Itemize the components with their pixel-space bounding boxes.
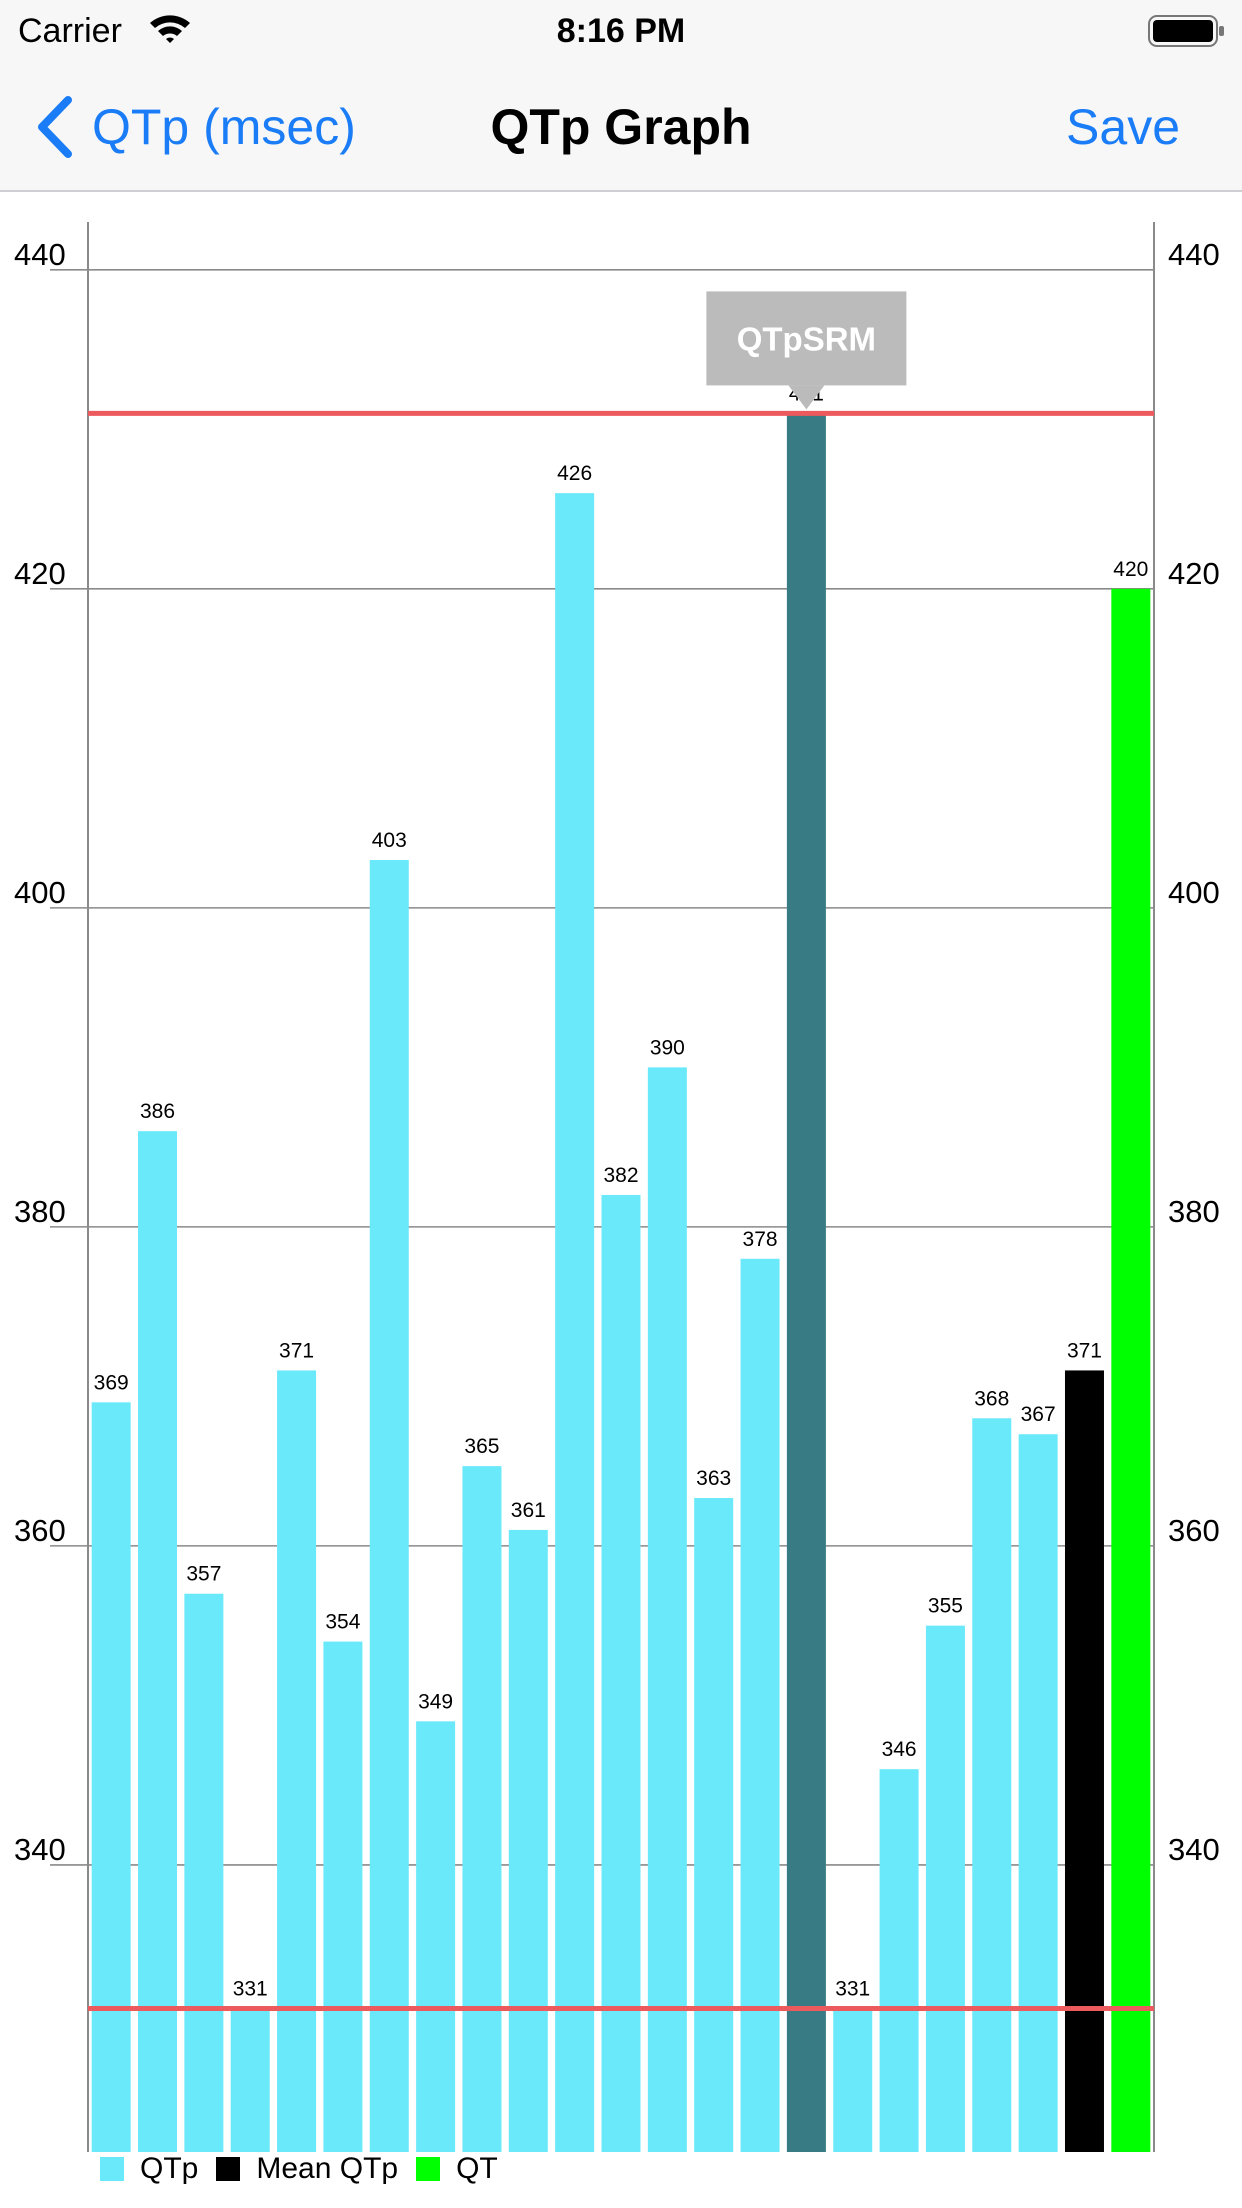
data-label: 365 <box>464 1435 499 1458</box>
legend-item-qt: QT <box>416 2152 498 2186</box>
qtp-bar <box>369 860 409 2152</box>
wifi-icon <box>148 12 192 49</box>
tooltip-pointer <box>788 385 825 410</box>
data-label: 331 <box>835 1977 870 2000</box>
y-tick-label-right: 400 <box>1168 875 1220 910</box>
back-button-label: QTp (msec) <box>92 99 356 155</box>
data-label: 368 <box>974 1387 1009 1410</box>
legend-swatch-qt <box>416 2157 441 2181</box>
data-label: 346 <box>882 1738 917 1761</box>
data-label: 355 <box>928 1595 963 1618</box>
data-label: 371 <box>1067 1339 1102 1362</box>
legend-label-qt: QT <box>456 2152 498 2185</box>
data-label: 426 <box>557 462 592 485</box>
y-tick-label-right: 360 <box>1168 1513 1220 1548</box>
status-bar: Carrier 8:16 PM <box>0 0 1242 60</box>
qtp-bar <box>230 2008 270 2152</box>
data-label: 371 <box>279 1339 314 1362</box>
data-label: 420 <box>1113 558 1148 581</box>
qtp-bar <box>1018 1434 1058 2152</box>
y-tick-label-left: 440 <box>14 237 66 272</box>
data-label: 361 <box>511 1499 546 1522</box>
save-button[interactable]: Save <box>1066 99 1180 155</box>
bar-chart[interactable]: 340 340 360 360 380 380 400 400 420 420 440 440 369 3… <box>0 192 1242 2152</box>
tooltip-label: QTpSRM <box>737 320 876 357</box>
legend-label-qtp: QTp <box>140 2152 199 2185</box>
qtp-bar <box>879 1769 919 2152</box>
data-label: 378 <box>743 1228 778 1251</box>
legend-swatch-mean-qtp <box>216 2157 241 2181</box>
data-label: 382 <box>603 1164 638 1187</box>
data-label: 403 <box>372 829 407 852</box>
qtp-bar <box>184 1593 224 2152</box>
legend-label-mean-qtp: Mean QTp <box>256 2152 399 2185</box>
data-label: 357 <box>186 1563 221 1586</box>
qtp-bar <box>647 1067 687 2152</box>
page-title: QTp Graph <box>490 99 752 155</box>
data-label: 369 <box>94 1371 129 1394</box>
clock-label: 8:16 PM <box>556 12 686 50</box>
legend-swatch-qtp <box>100 2157 124 2181</box>
qtp-bar <box>601 1194 641 2152</box>
carrier-label: Carrier <box>18 12 122 50</box>
legend-item-mean-qtp: Mean QTp <box>216 2152 398 2186</box>
y-tick-label-left: 360 <box>14 1513 66 1548</box>
y-tick-label-left: 380 <box>14 1194 66 1229</box>
qtp-bar <box>91 1402 131 2152</box>
qtp-bar <box>972 1418 1012 2152</box>
navigation-bar: QTp (msec) QTp Graph Save <box>0 60 1242 192</box>
chart-legend: QTp Mean QTp QT <box>100 2152 516 2186</box>
y-tick-label-left: 340 <box>14 1832 66 1867</box>
qt-bar <box>1111 588 1151 2152</box>
qtp-bar <box>555 493 595 2152</box>
data-label: 367 <box>1021 1403 1056 1426</box>
y-tick-label-left: 400 <box>14 875 66 910</box>
qtp-bar <box>740 1258 780 2152</box>
y-tick-label-right: 380 <box>1168 1194 1220 1229</box>
chevron-left-icon <box>38 96 72 158</box>
back-button[interactable]: QTp (msec) <box>36 96 356 158</box>
legend-item-qtp: QTp <box>100 2152 198 2186</box>
data-label: 354 <box>325 1611 360 1634</box>
qtp-bar <box>323 1641 363 2152</box>
y-tick-label-right: 440 <box>1168 237 1220 272</box>
data-label: 386 <box>140 1100 175 1123</box>
qtp-bar <box>277 1370 317 2152</box>
y-tick-label-left: 420 <box>14 556 66 591</box>
qtp-bar <box>508 1529 548 2152</box>
data-label: 390 <box>650 1036 685 1059</box>
qtp-bar <box>138 1131 178 2152</box>
qtp-bar <box>925 1625 965 2152</box>
y-tick-label-right: 340 <box>1168 1832 1220 1867</box>
qtp-bar-highlighted <box>786 413 826 2152</box>
data-label: 331 <box>233 1977 268 2000</box>
tooltip-box <box>706 291 907 386</box>
mean-qtp-bar <box>1064 1370 1104 2152</box>
data-label: 363 <box>696 1467 731 1490</box>
y-tick-label-right: 420 <box>1168 556 1220 591</box>
qtp-bar <box>833 2008 873 2152</box>
qtp-bar <box>416 1721 456 2152</box>
battery-icon <box>1148 14 1226 53</box>
data-label: 349 <box>418 1690 453 1713</box>
qtp-bar <box>462 1466 502 2152</box>
qtp-bar <box>694 1498 734 2152</box>
